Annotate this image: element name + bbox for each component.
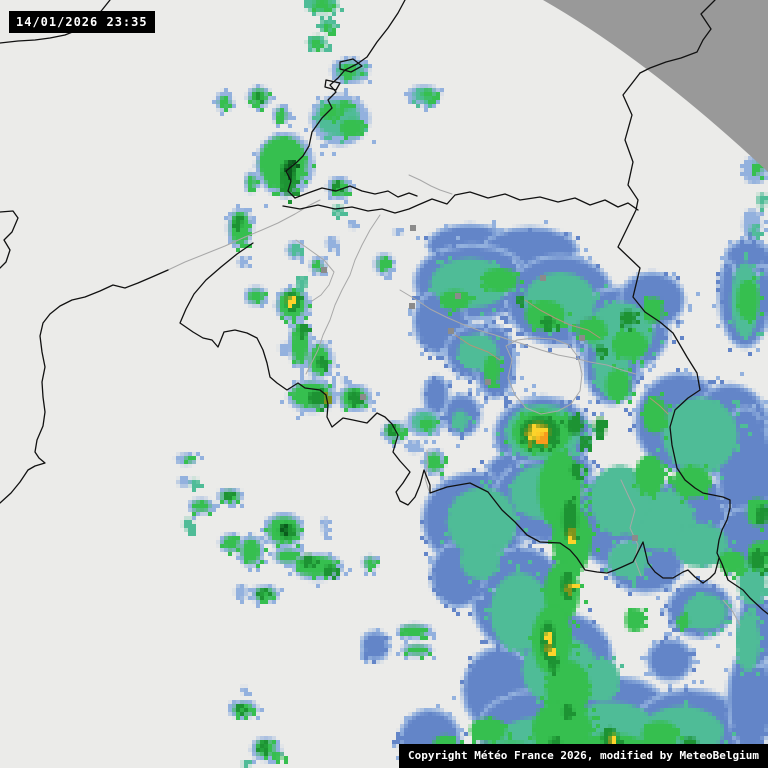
city-dot	[321, 267, 327, 273]
city-dot	[409, 303, 415, 309]
city-dot	[360, 394, 366, 400]
country-border-line	[282, 191, 639, 214]
region-border-line	[167, 199, 321, 271]
region-border-line	[620, 479, 642, 577]
region-border-line	[399, 289, 637, 375]
secondary-border-line	[524, 299, 601, 339]
region-border-line	[295, 239, 335, 302]
city-dot	[485, 379, 491, 385]
country-border-line	[0, 210, 19, 269]
region-border-line	[408, 174, 453, 195]
copyright-label: Copyright Météo France 2026, modified by…	[399, 744, 768, 768]
city-dot	[410, 225, 416, 231]
region-border-line	[722, 599, 741, 626]
secondary-border-line	[454, 334, 501, 361]
radar-out-of-range-area	[543, 0, 768, 172]
country-border-line	[179, 242, 720, 584]
country-border-line	[324, 79, 341, 91]
city-dot	[448, 328, 454, 334]
city-dot	[455, 293, 461, 299]
country-border-line	[294, 185, 418, 199]
city-dot	[540, 275, 546, 281]
secondary-border-line	[649, 397, 669, 415]
city-dot	[632, 535, 638, 541]
timestamp-label: 14/01/2026 23:35	[9, 11, 155, 33]
region-border-line	[424, 449, 430, 492]
region-border-line	[305, 214, 381, 375]
country-border-line	[339, 58, 363, 73]
country-border-line	[285, 0, 406, 199]
region-border-line	[505, 337, 583, 415]
city-dot	[579, 335, 585, 341]
country-border-line	[639, 0, 716, 74]
country-border-line	[617, 72, 768, 615]
country-border-line	[0, 269, 169, 504]
